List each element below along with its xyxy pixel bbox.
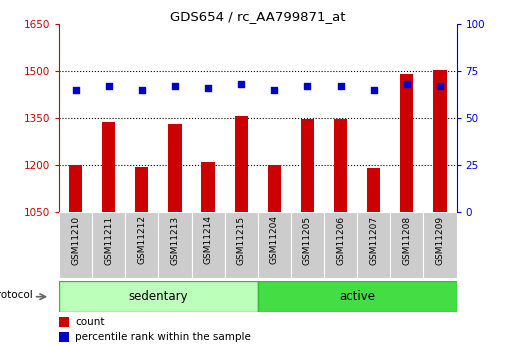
FancyBboxPatch shape: [225, 212, 258, 278]
Bar: [168, 125, 182, 212]
Bar: [69, 165, 82, 212]
Text: sedentary: sedentary: [129, 290, 188, 303]
Bar: [202, 162, 215, 212]
Title: GDS654 / rc_AA799871_at: GDS654 / rc_AA799871_at: [170, 10, 346, 23]
FancyBboxPatch shape: [92, 212, 125, 278]
Text: GSM11210: GSM11210: [71, 215, 80, 265]
Text: count: count: [75, 317, 105, 327]
Point: [237, 81, 245, 87]
FancyBboxPatch shape: [191, 212, 225, 278]
Point: [171, 83, 179, 89]
Text: GSM11204: GSM11204: [270, 215, 279, 265]
Point: [204, 85, 212, 91]
Bar: [59, 317, 69, 327]
Text: protocol: protocol: [0, 290, 32, 300]
Bar: [59, 332, 69, 342]
Point: [337, 83, 345, 89]
FancyBboxPatch shape: [423, 212, 457, 278]
Point: [370, 87, 378, 93]
FancyBboxPatch shape: [258, 281, 457, 312]
FancyBboxPatch shape: [59, 281, 258, 312]
Text: GSM11212: GSM11212: [137, 215, 146, 265]
Text: GSM11205: GSM11205: [303, 215, 312, 265]
Bar: [135, 167, 148, 212]
Point: [303, 83, 311, 89]
Text: percentile rank within the sample: percentile rank within the sample: [75, 332, 251, 342]
Text: GSM11211: GSM11211: [104, 215, 113, 265]
FancyBboxPatch shape: [357, 212, 390, 278]
FancyBboxPatch shape: [125, 212, 159, 278]
FancyBboxPatch shape: [59, 212, 92, 278]
Text: GSM11207: GSM11207: [369, 215, 378, 265]
FancyBboxPatch shape: [258, 212, 291, 278]
Point: [270, 87, 279, 93]
Bar: [301, 119, 314, 212]
Text: active: active: [339, 290, 375, 303]
Point: [71, 87, 80, 93]
Point: [105, 83, 113, 89]
Point: [403, 81, 411, 87]
Bar: [234, 116, 248, 212]
Text: GSM11208: GSM11208: [402, 215, 411, 265]
FancyBboxPatch shape: [291, 212, 324, 278]
Text: GSM11209: GSM11209: [436, 215, 444, 265]
Bar: [433, 70, 447, 212]
Point: [436, 83, 444, 89]
Bar: [367, 168, 380, 212]
FancyBboxPatch shape: [159, 212, 191, 278]
Text: GSM11206: GSM11206: [336, 215, 345, 265]
Text: GSM11214: GSM11214: [204, 215, 212, 265]
Text: GSM11215: GSM11215: [236, 215, 246, 265]
Bar: [400, 74, 413, 212]
FancyBboxPatch shape: [324, 212, 357, 278]
Text: GSM11213: GSM11213: [170, 215, 180, 265]
Point: [137, 87, 146, 93]
Bar: [268, 165, 281, 212]
Bar: [102, 122, 115, 212]
Bar: [334, 119, 347, 212]
FancyBboxPatch shape: [390, 212, 423, 278]
